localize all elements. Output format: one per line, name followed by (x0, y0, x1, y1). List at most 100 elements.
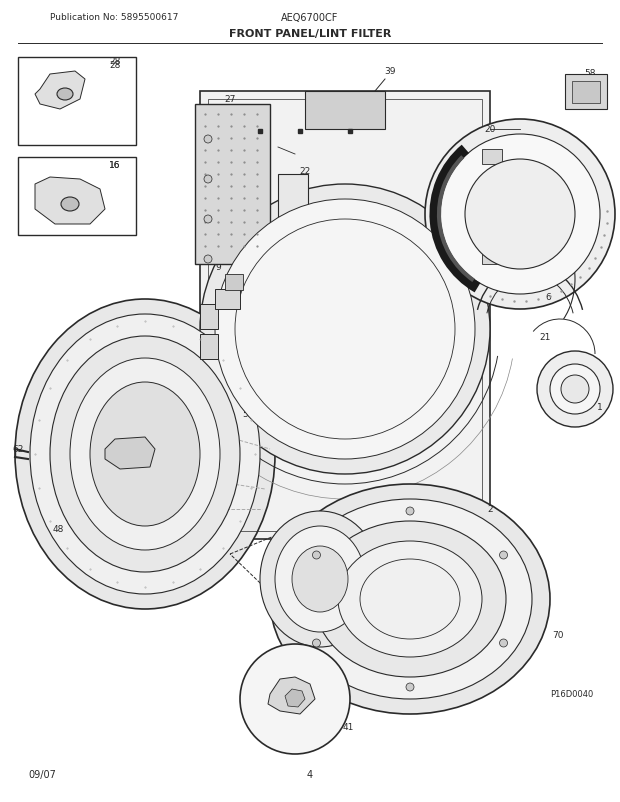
Text: 47: 47 (292, 540, 304, 549)
Bar (215, 290, 240, 310)
Text: 16: 16 (109, 160, 121, 169)
Ellipse shape (204, 136, 212, 144)
Bar (278, 175, 308, 225)
Bar (482, 150, 502, 164)
Bar (572, 82, 600, 104)
Polygon shape (285, 689, 305, 707)
Ellipse shape (406, 508, 414, 516)
Ellipse shape (270, 484, 550, 714)
Text: 50: 50 (552, 195, 564, 205)
Text: AEQ6700CF: AEQ6700CF (281, 13, 339, 23)
Ellipse shape (288, 500, 532, 699)
Text: 2: 2 (437, 505, 443, 514)
Text: 50: 50 (302, 585, 314, 593)
Ellipse shape (500, 639, 508, 647)
Text: 50: 50 (352, 103, 364, 112)
Text: 56: 56 (184, 440, 196, 449)
Polygon shape (268, 677, 315, 714)
Text: 27: 27 (224, 95, 236, 104)
Text: 68: 68 (450, 525, 461, 534)
Text: 48: 48 (52, 525, 64, 534)
Ellipse shape (338, 541, 482, 657)
Polygon shape (200, 92, 490, 539)
Text: 64: 64 (94, 440, 105, 449)
Polygon shape (195, 105, 270, 265)
Bar (225, 274, 243, 290)
Ellipse shape (57, 89, 73, 101)
Bar (305, 92, 385, 130)
Ellipse shape (275, 526, 365, 632)
Text: 53: 53 (242, 410, 254, 419)
Ellipse shape (312, 551, 321, 559)
Ellipse shape (465, 160, 575, 269)
Ellipse shape (500, 551, 508, 559)
Text: 34: 34 (207, 350, 219, 359)
Text: 8: 8 (552, 243, 558, 252)
Text: 70: 70 (552, 630, 564, 640)
Text: 33: 33 (334, 395, 346, 404)
Text: 26: 26 (267, 290, 278, 299)
Polygon shape (35, 178, 105, 225)
Text: 21: 21 (539, 333, 551, 342)
Bar (18, 58, 136, 146)
Ellipse shape (70, 358, 220, 550)
Text: 52: 52 (479, 563, 490, 572)
Text: 09/07: 09/07 (28, 769, 56, 779)
Bar (208, 100, 482, 532)
Text: 66: 66 (252, 305, 264, 314)
Ellipse shape (204, 176, 212, 184)
Text: 52: 52 (404, 537, 415, 546)
Text: Publication No: 5895500617: Publication No: 5895500617 (50, 14, 179, 22)
Ellipse shape (204, 256, 212, 264)
Ellipse shape (292, 546, 348, 612)
Bar (565, 75, 607, 110)
Bar (200, 334, 218, 359)
Text: 68: 68 (402, 545, 414, 554)
Ellipse shape (61, 198, 79, 212)
Text: 4: 4 (307, 769, 313, 779)
Text: 16: 16 (109, 160, 121, 169)
Ellipse shape (200, 184, 490, 475)
Text: 2: 2 (487, 505, 493, 514)
Text: 9: 9 (215, 263, 221, 272)
Text: 6: 6 (545, 294, 551, 302)
Ellipse shape (30, 314, 260, 594)
Text: 49: 49 (432, 537, 444, 546)
Ellipse shape (50, 337, 240, 573)
Text: 50: 50 (456, 585, 467, 593)
Text: 58: 58 (584, 68, 596, 78)
Text: 60: 60 (352, 543, 364, 552)
Text: 50: 50 (474, 650, 485, 658)
Ellipse shape (90, 383, 200, 526)
Ellipse shape (312, 639, 321, 647)
Text: FRONT PANEL/LINT FILTER: FRONT PANEL/LINT FILTER (229, 29, 391, 39)
Text: 25: 25 (205, 335, 216, 344)
Ellipse shape (561, 375, 589, 403)
Text: 45: 45 (269, 563, 281, 572)
Ellipse shape (406, 683, 414, 691)
Text: 44: 44 (502, 543, 513, 552)
Text: 43: 43 (342, 657, 353, 666)
Text: 62: 62 (12, 445, 24, 454)
Text: 50: 50 (494, 613, 506, 622)
Text: 41: 41 (342, 723, 353, 731)
Text: 43: 43 (272, 605, 284, 614)
Polygon shape (35, 72, 85, 110)
Text: 28: 28 (109, 60, 121, 70)
Text: 1: 1 (597, 403, 603, 412)
Text: 50: 50 (499, 642, 511, 652)
Text: 20: 20 (484, 125, 495, 134)
Ellipse shape (260, 512, 380, 647)
Ellipse shape (550, 365, 600, 415)
Ellipse shape (15, 300, 275, 610)
Ellipse shape (440, 135, 600, 294)
Bar (200, 305, 218, 330)
Text: 39: 39 (384, 67, 396, 76)
Text: 34: 34 (365, 355, 376, 364)
Ellipse shape (240, 644, 350, 754)
Ellipse shape (204, 216, 212, 224)
Text: 22: 22 (299, 168, 311, 176)
Text: 50: 50 (362, 593, 374, 602)
Ellipse shape (314, 521, 506, 677)
Bar (482, 200, 502, 215)
